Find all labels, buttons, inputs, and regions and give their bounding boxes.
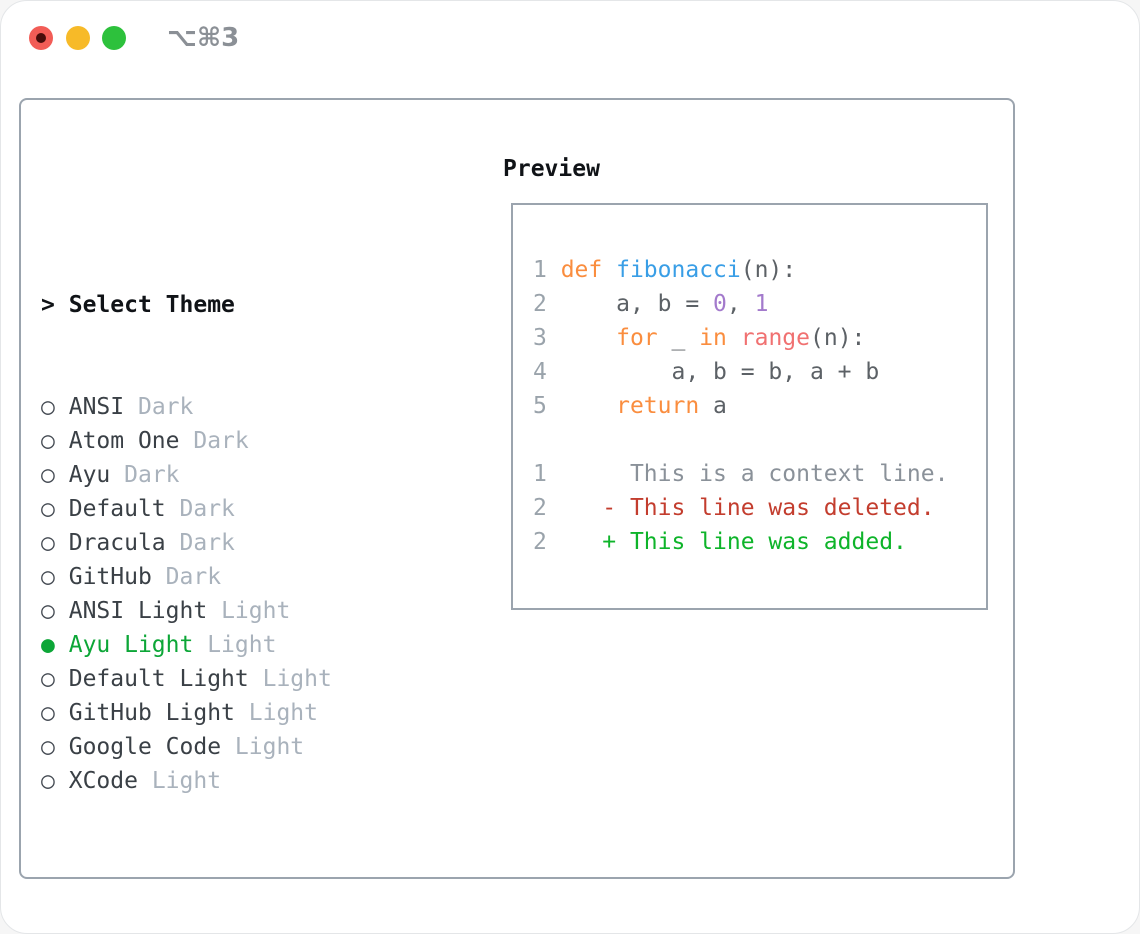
close-button-dot-icon [36, 33, 46, 43]
theme-item-default-light[interactable]: ○ Default Light Light [41, 666, 332, 692]
theme-item-github-light[interactable]: ○ GitHub Light Light [41, 700, 318, 726]
code-line-2: 2 a, b = 0, 1 [533, 291, 769, 317]
theme-item-dracula[interactable]: ○ Dracula Dark [41, 530, 235, 556]
prompt-caret: > [41, 292, 55, 318]
theme-item-github[interactable]: ○ GitHub Dark [41, 564, 222, 590]
code-line-5: 5 return a [533, 393, 727, 419]
preview-pane: 1 def fibonacci(n): 2 a, b = 0, 1 3 for _ … [511, 203, 988, 610]
code-line-8: 2 - This line was deleted. [533, 495, 935, 521]
code-line-7: 1 This is a context line. [533, 461, 949, 487]
code-preview: 1 def fibonacci(n): 2 a, b = 0, 1 3 for _ … [533, 253, 948, 559]
theme-item-google-code[interactable]: ○ Google Code Light [41, 734, 305, 760]
code-line-4: 4 a, b = b, a + b [533, 359, 880, 385]
theme-item-atom-one[interactable]: ○ Atom One Dark [41, 428, 249, 454]
code-line-6 [533, 423, 948, 457]
theme-item-default[interactable]: ○ Default Dark [41, 496, 235, 522]
window-title: ⌥⌘3 [167, 23, 240, 53]
close-button[interactable] [29, 26, 53, 50]
code-line-3: 3 for _ in range(n): [533, 325, 866, 351]
theme-list: > Select Theme ○ ANSI Dark ○ Atom One Dar… [41, 220, 429, 866]
zoom-button[interactable] [102, 26, 126, 50]
title-bar: ⌥⌘3 [1, 1, 1139, 75]
theme-item-ansi-light[interactable]: ○ ANSI Light Light [41, 598, 291, 624]
code-line-1: 1 def fibonacci(n): [533, 257, 797, 283]
theme-list-title: Select Theme [68, 292, 235, 318]
preview-title: Preview [503, 156, 600, 182]
left-column: > Select Theme ○ ANSI Dark ○ Atom One Dar… [41, 152, 429, 933]
minimize-button[interactable] [66, 26, 90, 50]
theme-item-xcode[interactable]: ○ XCode Light [41, 768, 222, 794]
theme-item-ayu[interactable]: ○ Ayu Dark [41, 462, 180, 488]
theme-list-header: > Select Theme [41, 288, 429, 322]
theme-item-ansi[interactable]: ○ ANSI Dark [41, 394, 194, 420]
code-line-9: 2 + This line was added. [533, 529, 907, 555]
theme-picker-panel: > Select Theme ○ ANSI Dark ○ Atom One Dar… [19, 98, 1015, 879]
theme-item-ayu-light[interactable]: ● Ayu Light Light [41, 632, 277, 658]
